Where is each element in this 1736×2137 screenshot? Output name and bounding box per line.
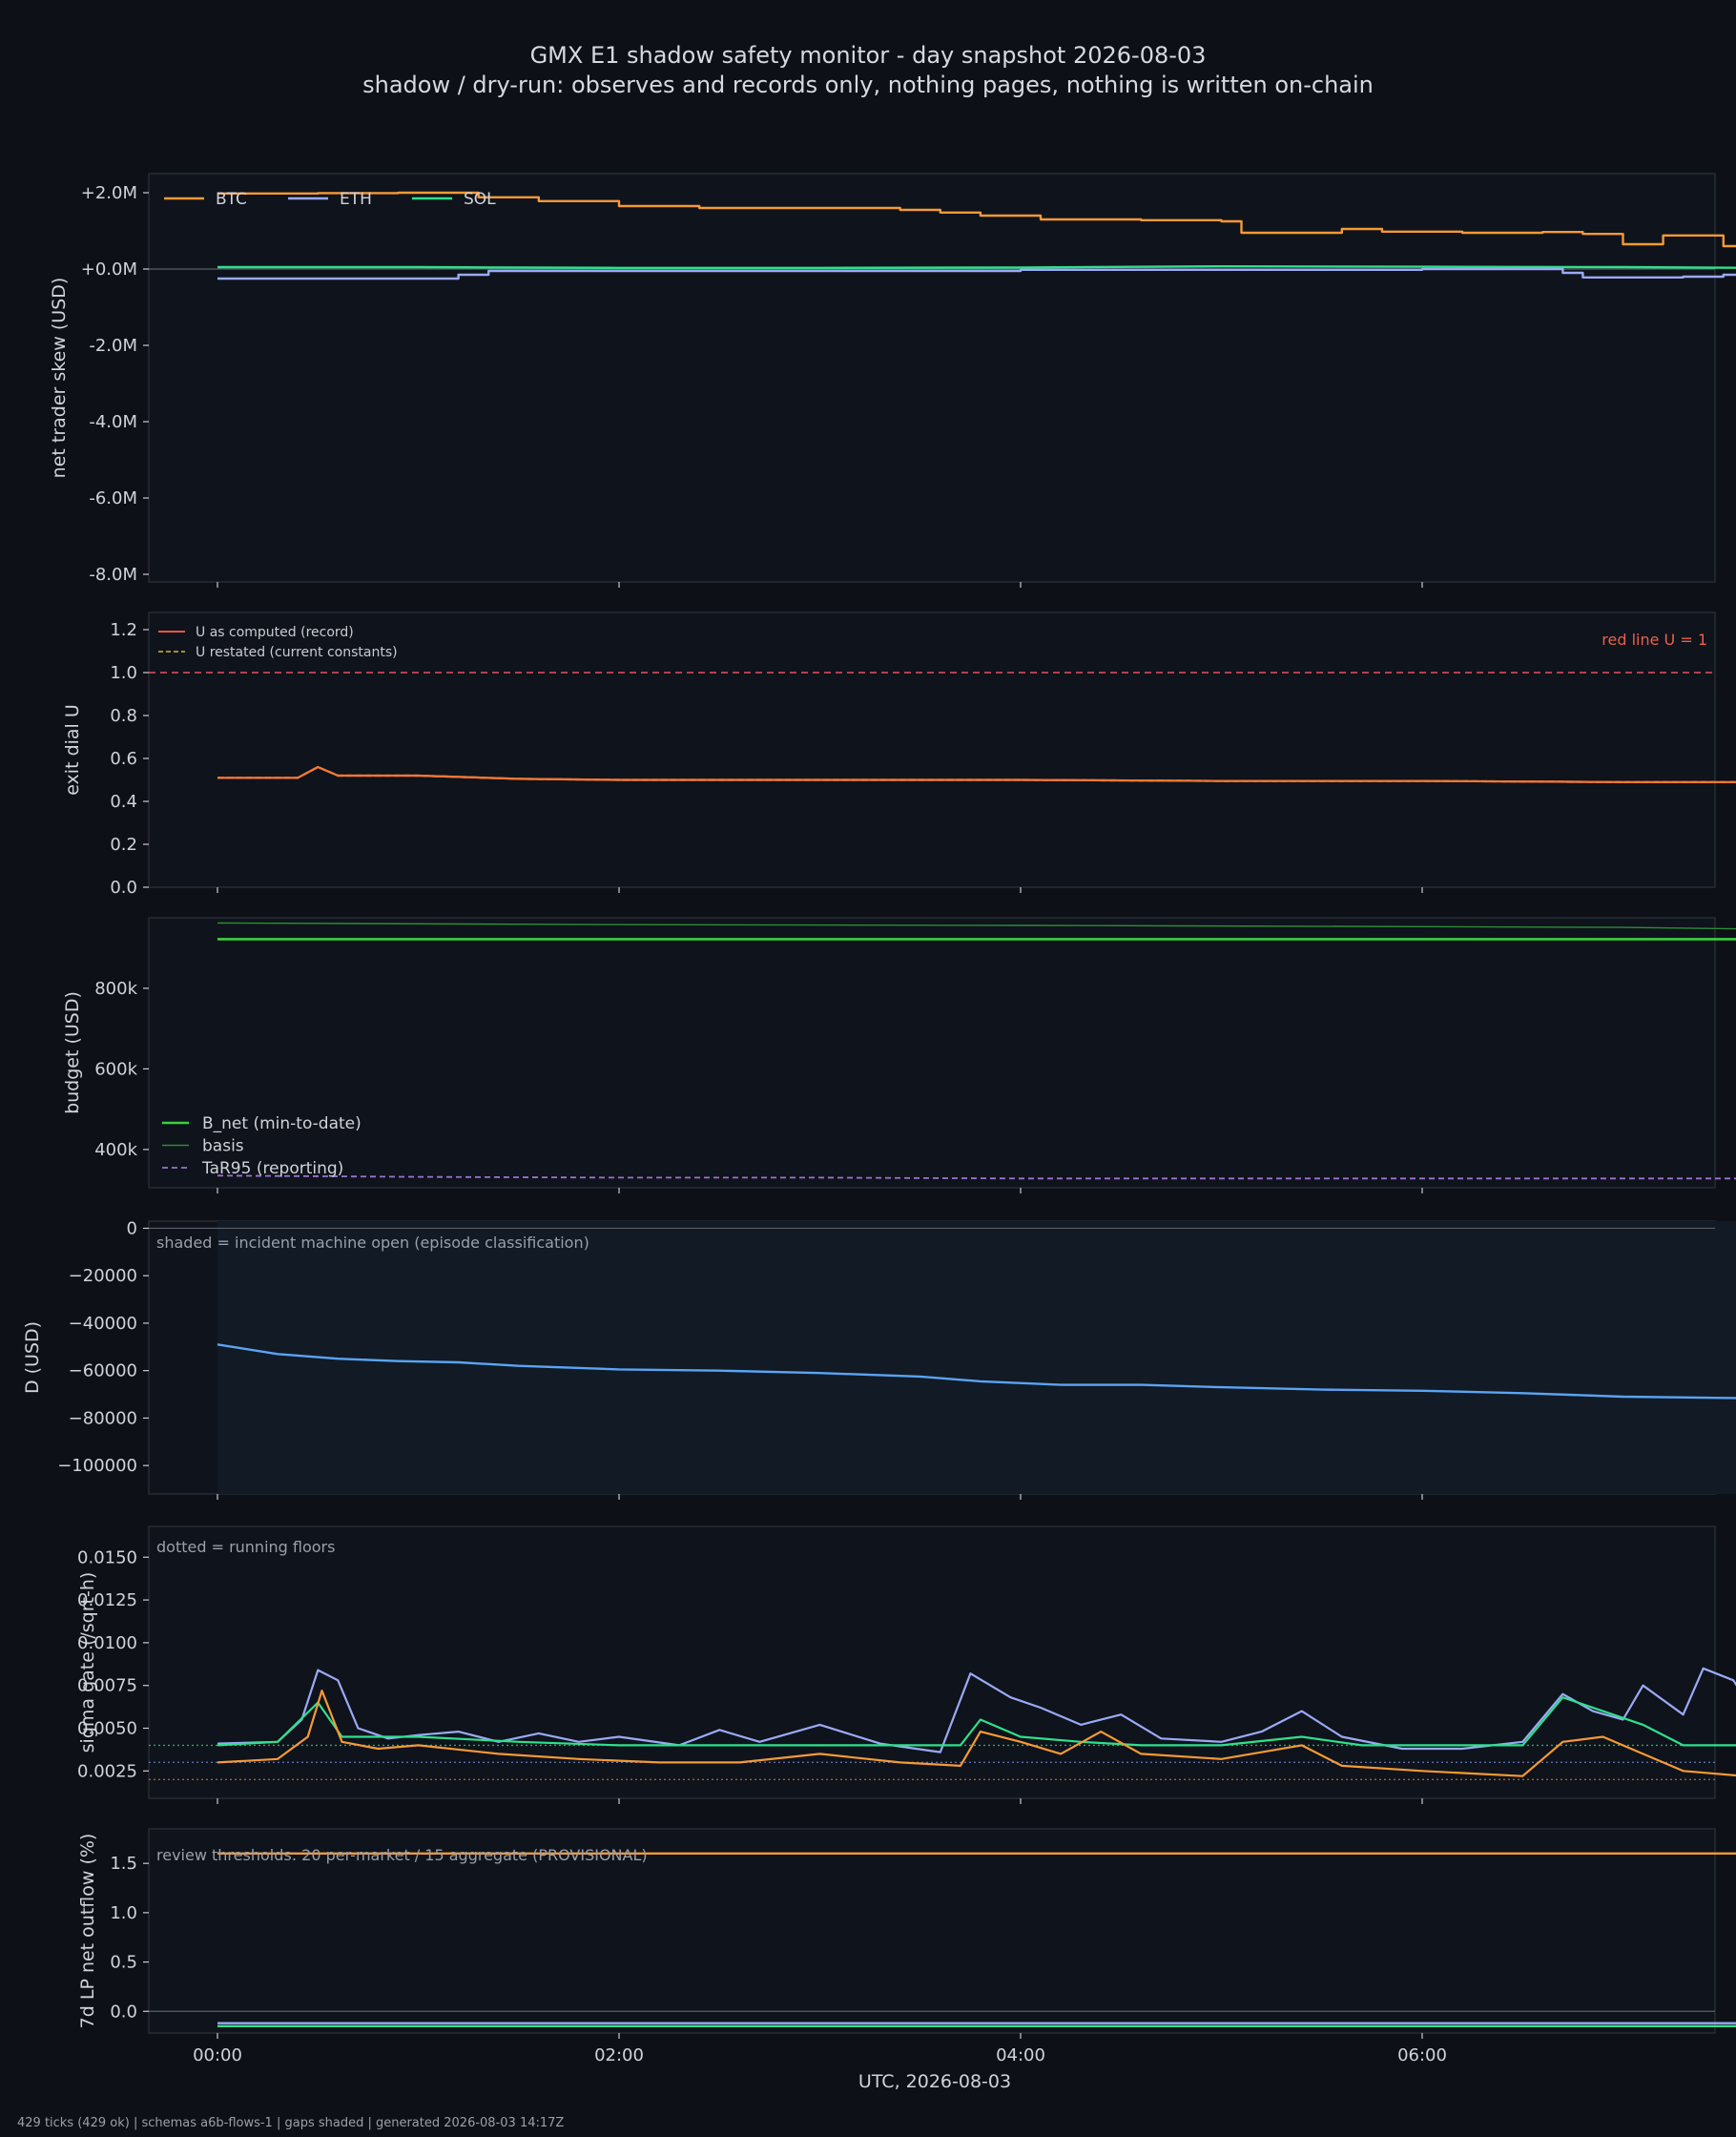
threshold-note: review thresholds: 20 per-market / 15 ag… bbox=[156, 1846, 648, 1864]
y-tick-label: 0.5 bbox=[110, 1953, 137, 1973]
y-tick-label: 600k bbox=[94, 1059, 137, 1079]
panel-sigma-gate: 0.0025 0.0050 0.0075 0.0100 0.0125 0.0150 sigm… bbox=[77, 1525, 1736, 1804]
y-tick-label: 1.5 bbox=[110, 1854, 137, 1874]
panel-budget: 400k 600k 800k budget (USD) B_net (min-to-da… bbox=[62, 917, 1736, 1193]
legend-label-u-restated: U restated (current constants) bbox=[196, 645, 398, 660]
y-axis-label: sigma gate (/sqrt-h) bbox=[77, 1572, 98, 1753]
y-tick-label: 1.0 bbox=[110, 663, 137, 683]
x-tick-label: 00:00 bbox=[193, 2045, 242, 2065]
plot-frame bbox=[148, 1525, 1716, 1799]
panel-exit-dial: 0.0 0.2 0.4 0.6 0.8 1.0 1.2 exit dial U red line… bbox=[62, 612, 1736, 898]
series-line-tar95 bbox=[217, 1174, 1736, 1180]
y-tick-label: 0.0100 bbox=[77, 1633, 137, 1653]
y-tick-label: -2.0M bbox=[89, 336, 137, 356]
y-tick-label: 400k bbox=[94, 1140, 137, 1160]
panel-lp-outflow: 0.0 0.5 1.0 1.5 7d LP net outflow (%) review … bbox=[77, 1828, 1736, 2039]
y-tick-label: 0.6 bbox=[110, 749, 137, 769]
series-line-u-overlap bbox=[217, 765, 1736, 783]
y-tick-label: 1.2 bbox=[110, 620, 137, 640]
legend-label-0: B_net (min-to-date) bbox=[202, 1114, 362, 1133]
y-axis-label: budget (USD) bbox=[62, 991, 83, 1114]
red-line-label: red line U = 1 bbox=[1602, 631, 1707, 649]
y-tick-label: 800k bbox=[94, 979, 137, 999]
shade-note: shaded = incident machine open (episode … bbox=[156, 1234, 589, 1252]
y-tick-label: 0.8 bbox=[110, 706, 137, 726]
series-line-eth bbox=[217, 267, 1736, 280]
y-tick-label: 0.4 bbox=[110, 792, 137, 812]
y-tick-label: 0 bbox=[127, 1218, 137, 1238]
y-tick-label: 0.2 bbox=[110, 835, 137, 855]
y-tick-label: −60000 bbox=[69, 1361, 137, 1381]
legend-label-2: TaR95 (reporting) bbox=[201, 1159, 343, 1178]
x-tick-label: 06:00 bbox=[1397, 2045, 1447, 2065]
plot-frame bbox=[148, 917, 1716, 1189]
legend-label-eth: ETH bbox=[340, 190, 372, 209]
y-tick-label: −40000 bbox=[69, 1314, 137, 1334]
legend-label-sol: SOL bbox=[464, 190, 496, 209]
y-tick-label: 0.0150 bbox=[77, 1547, 137, 1567]
y-tick-label: 0.0025 bbox=[77, 1761, 137, 1781]
y-tick-label: 0.0 bbox=[110, 878, 137, 898]
plot-frame bbox=[148, 173, 1716, 583]
floors-note: dotted = running floors bbox=[156, 1538, 335, 1556]
series-line-sol bbox=[217, 265, 1736, 269]
y-axis-label: 7d LP net outflow (%) bbox=[77, 1834, 98, 2029]
chart-subtitle: shadow / dry-run: observes and records o… bbox=[362, 72, 1374, 98]
y-tick-label: 0.0075 bbox=[77, 1676, 137, 1696]
footer-status: 429 ticks (429 ok) | schemas a6b-flows-1… bbox=[17, 2116, 564, 2130]
y-tick-label: 0.0 bbox=[110, 2002, 137, 2022]
legend-label-u-record: U as computed (record) bbox=[196, 625, 354, 640]
series-line-sol bbox=[217, 1696, 1736, 1747]
x-tick-label: 02:00 bbox=[594, 2045, 644, 2065]
y-tick-label: -8.0M bbox=[89, 565, 137, 585]
legend-label-1: basis bbox=[202, 1137, 244, 1156]
y-axis-label: exit dial U bbox=[62, 704, 83, 796]
y-tick-label: −100000 bbox=[57, 1456, 137, 1476]
y-tick-label: 0.0050 bbox=[77, 1719, 137, 1739]
plot-frame bbox=[148, 1828, 1716, 2034]
panel-net-trader-skew: +2.0M +0.0M -2.0M -4.0M -6.0M -8.0M net trader… bbox=[49, 173, 1736, 588]
series-line-d bbox=[217, 1343, 1736, 1400]
x-tick-label: 04:00 bbox=[996, 2045, 1045, 2065]
y-tick-label: +2.0M bbox=[81, 183, 137, 203]
x-axis-label: UTC, 2026-08-03 bbox=[858, 2071, 1011, 2092]
y-tick-label: 1.0 bbox=[110, 1903, 137, 1923]
chart-title: GMX E1 shadow safety monitor - day snaps… bbox=[530, 42, 1207, 69]
y-tick-label: -4.0M bbox=[89, 412, 137, 432]
incident-shade bbox=[217, 1221, 1736, 1494]
y-axis-label: D (USD) bbox=[22, 1321, 43, 1394]
y-tick-label: -6.0M bbox=[89, 488, 137, 508]
y-tick-label: 0.0125 bbox=[77, 1590, 137, 1610]
series-line-btc bbox=[217, 1690, 1736, 1777]
y-tick-label: +0.0M bbox=[81, 259, 137, 280]
y-axis-label: net trader skew (USD) bbox=[49, 278, 70, 479]
plot-frame bbox=[148, 612, 1716, 888]
series-line-btc bbox=[217, 191, 1736, 248]
series-line-eth bbox=[217, 1667, 1736, 1753]
y-tick-label: −20000 bbox=[69, 1266, 137, 1286]
series-line-basis bbox=[217, 922, 1736, 930]
legend-label-btc: BTC bbox=[216, 190, 247, 209]
panel-d: 0 −20000 −40000 −60000 −80000 −100000 D (USD) s… bbox=[22, 1218, 1736, 1500]
y-tick-label: −80000 bbox=[69, 1408, 137, 1428]
